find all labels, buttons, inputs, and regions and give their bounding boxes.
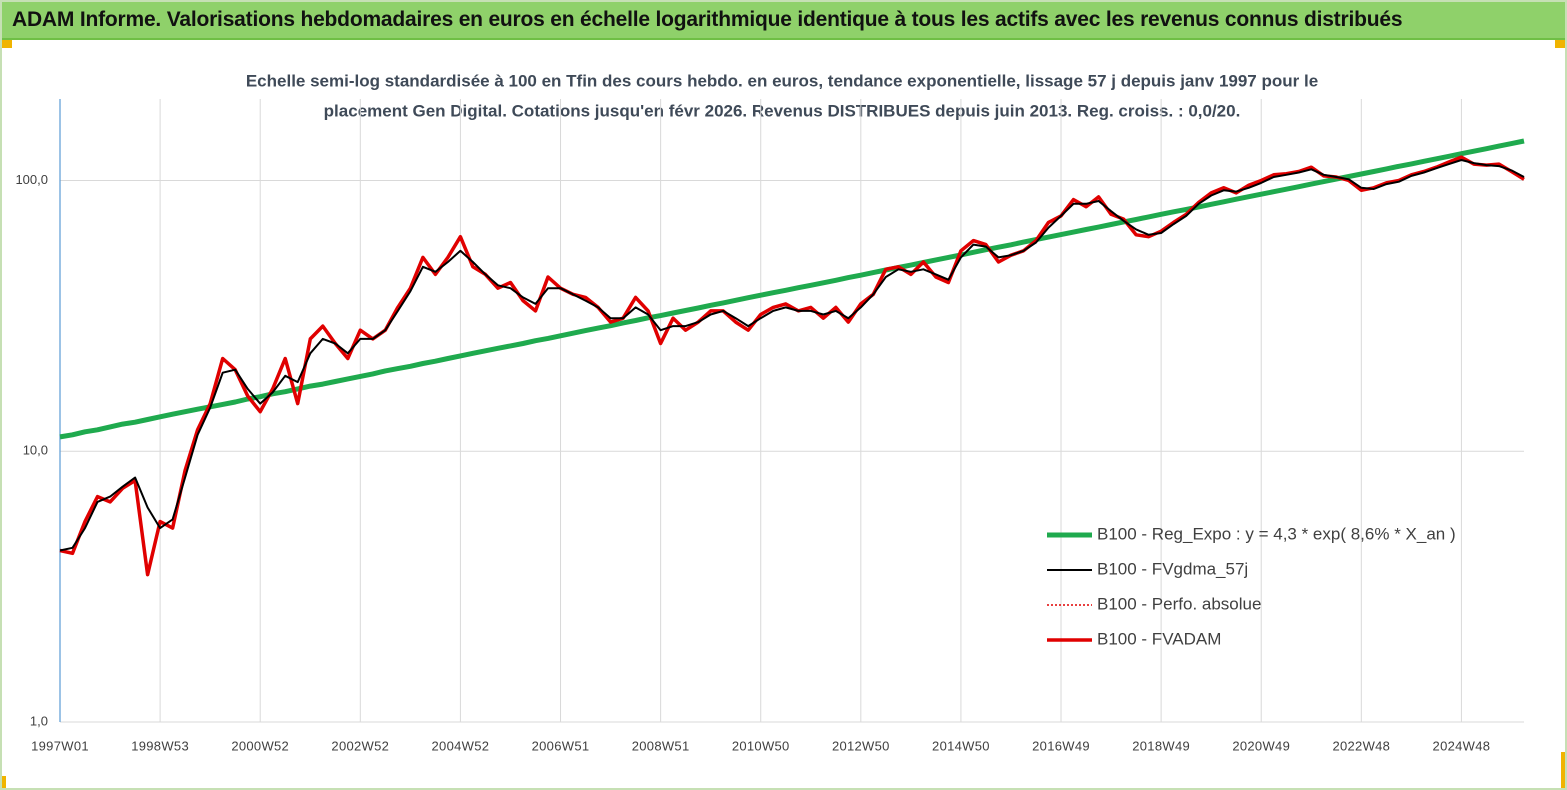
chart-title: placement Gen Digital. Cotations jusqu'e… [324, 101, 1241, 120]
header-title: ADAM Informe. Valorisations hebdomadaire… [12, 8, 1403, 31]
series-line [59, 159, 1525, 552]
x-tick-label: 2024W48 [1433, 738, 1491, 753]
x-tick-label: 2000W52 [231, 738, 289, 753]
x-tick-label: 2008W51 [632, 738, 690, 753]
x-tick-label: 2020W49 [1232, 738, 1290, 753]
x-tick-label: 2018W49 [1132, 738, 1190, 753]
chart-title: Echelle semi-log standardisée à 100 en T… [246, 71, 1318, 90]
y-tick-label: 100,0 [15, 172, 48, 187]
x-tick-label: 2004W52 [432, 738, 490, 753]
x-tick-label: 2012W50 [832, 738, 890, 753]
corner-mark [2, 40, 12, 48]
legend-label: B100 - FVADAM [1097, 629, 1221, 648]
y-tick-label: 1,0 [30, 713, 48, 728]
x-tick-label: 2006W51 [532, 738, 590, 753]
corner-mark [1561, 752, 1565, 788]
corner-mark [2, 776, 6, 788]
x-tick-label: 2016W49 [1032, 738, 1090, 753]
series-line [59, 138, 1525, 440]
x-tick-label: 1997W01 [31, 738, 89, 753]
series-line [59, 156, 1525, 576]
x-tick-label: 2022W48 [1332, 738, 1390, 753]
corner-mark [1555, 40, 1565, 48]
y-tick-label: 10,0 [23, 443, 48, 458]
legend-label: B100 - Perfo. absolue [1097, 594, 1261, 613]
x-tick-label: 2014W50 [932, 738, 990, 753]
header-bar: ADAM Informe. Valorisations hebdomadaire… [2, 2, 1565, 40]
series-line [59, 155, 1525, 577]
legend-label: B100 - FVgdma_57j [1097, 559, 1248, 578]
legend-label: B100 - Reg_Expo : y = 4,3 * exp( 8,6% * … [1097, 524, 1456, 543]
x-tick-label: 1998W53 [131, 738, 189, 753]
x-tick-label: 2010W50 [732, 738, 790, 753]
x-tick-label: 2002W52 [331, 738, 389, 753]
